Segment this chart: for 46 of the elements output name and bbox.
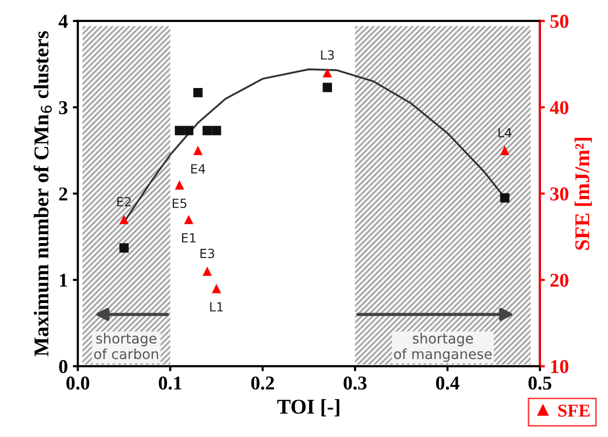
y2-tick-label: 20 <box>550 274 568 287</box>
y2-tick-label: 30 <box>550 187 568 201</box>
point <box>322 82 332 92</box>
x-tick-label: 0.2 <box>251 376 274 390</box>
y-tick-label: 1 <box>60 274 68 287</box>
y-axis-title: Maximum number of CMn$_{6}$ clusters <box>34 31 52 356</box>
annotation: E4 <box>191 164 206 174</box>
y2-axis-title: SFE [mJ/m²] <box>574 138 592 250</box>
annotation: L1 <box>210 302 223 312</box>
point <box>202 266 212 276</box>
point <box>184 126 194 136</box>
point <box>202 126 212 136</box>
x-tick-label: 0.1 <box>158 376 182 390</box>
y-tick-label: 4 <box>58 14 68 28</box>
point <box>500 193 510 203</box>
point <box>174 180 184 190</box>
x-tick-label: 0.3 <box>344 376 367 390</box>
point <box>184 214 194 224</box>
legend-label: SFE <box>558 404 590 417</box>
y2-tick-label: 40 <box>550 101 568 114</box>
annotation: E1 <box>182 233 196 242</box>
annotation: L3 <box>321 50 334 60</box>
point <box>212 284 222 294</box>
point <box>500 146 510 156</box>
band-label: shortage of manganese <box>394 332 492 362</box>
point <box>119 243 129 253</box>
x-tick-label: 0.5 <box>528 376 552 390</box>
y-tick-label: 3 <box>59 101 68 114</box>
x-axis-title: TOI [-] <box>277 399 340 416</box>
annotation: E3 <box>200 248 214 258</box>
y-tick-label: 0 <box>59 360 68 374</box>
x-tick-label: 0.4 <box>436 376 460 390</box>
annotation: L4 <box>498 128 512 138</box>
point <box>174 126 184 136</box>
y-tick-label: 2 <box>59 187 68 200</box>
annotation: E2 <box>117 196 131 206</box>
point <box>193 88 203 98</box>
point <box>119 214 129 224</box>
point <box>322 68 332 78</box>
x-tick-label: 0.0 <box>66 376 90 390</box>
y2-tick-label: 10 <box>551 360 568 374</box>
y2-tick-label: 50 <box>550 14 568 28</box>
band-label: shortage of carbon <box>94 332 158 360</box>
point <box>193 146 203 156</box>
point <box>212 126 222 136</box>
annotation: E5 <box>172 198 186 208</box>
